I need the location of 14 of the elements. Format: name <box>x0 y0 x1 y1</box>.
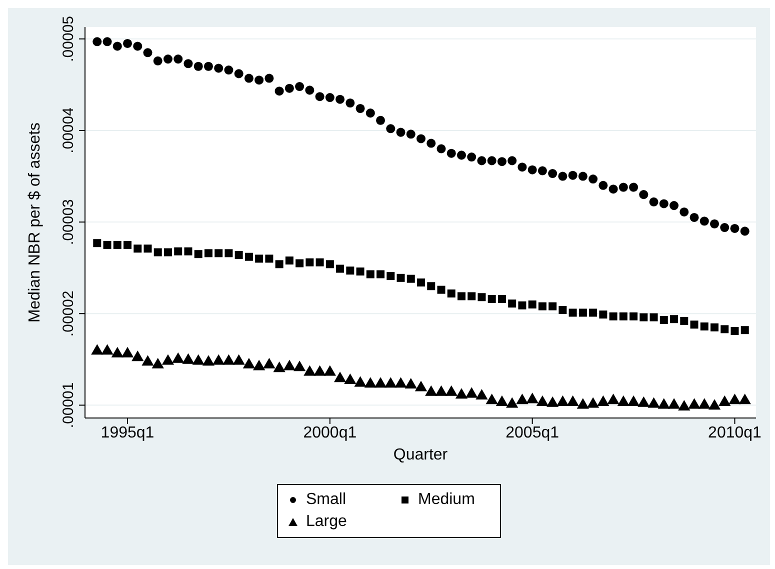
y-tick-label: .00001 <box>60 382 77 428</box>
x-tick-label: 2000q1 <box>303 424 357 442</box>
y-tick-label: .00005 <box>60 16 77 62</box>
y-tick-label: .00004 <box>60 108 77 154</box>
y-axis-title: Median NBR per $ of assets <box>26 122 44 323</box>
y-tick-label: .00002 <box>60 290 77 337</box>
legend-label: Medium <box>418 491 475 509</box>
x-tick-label: 2005q1 <box>506 424 560 442</box>
x-tick-label: 2010q1 <box>708 424 762 442</box>
legend-label: Small <box>306 491 346 509</box>
legend-label: Large <box>306 513 347 531</box>
x-tick-label: 1995q1 <box>100 424 154 442</box>
y-tick-label: .00003 <box>60 199 77 245</box>
x-axis-title: Quarter <box>393 446 448 464</box>
